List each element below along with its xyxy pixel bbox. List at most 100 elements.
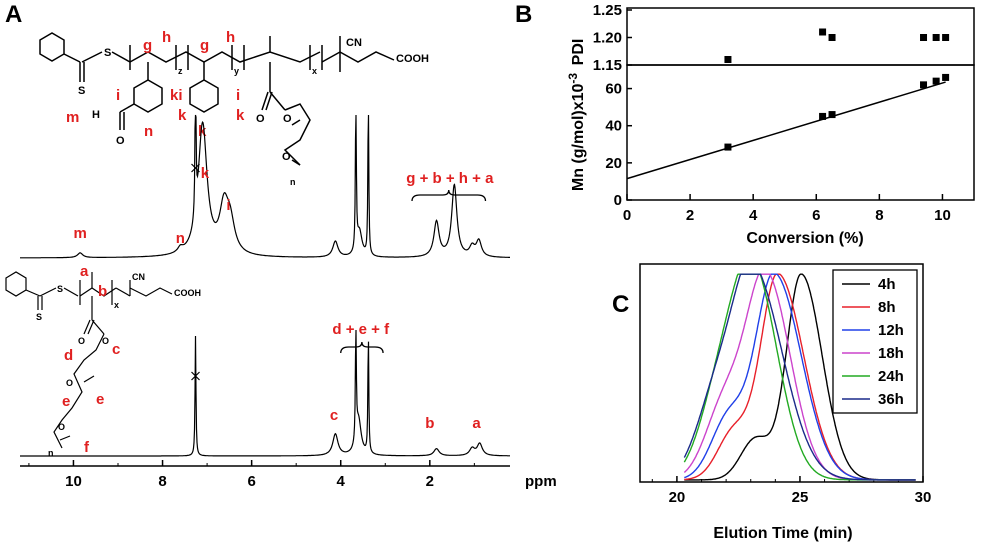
pdi-y-ticks: 1.15 1.20 1.25 (593, 2, 632, 74)
top-struct-o3: O (283, 113, 292, 125)
bottom-structure-letters: a b c d e e f (62, 263, 120, 456)
top-phenyl-ring-2 (133, 79, 163, 113)
bottom-struct-letter-a: a (80, 263, 89, 280)
bottom-struct-o1: O (78, 336, 85, 346)
ppm-tick-label: 2 (426, 473, 434, 490)
legend-entry: 12h (878, 322, 904, 339)
peak-label-top: g + b + h + a (406, 170, 494, 187)
mn-y-ticks: 0 20 40 60 (605, 81, 632, 209)
mn-point (942, 73, 950, 81)
peak-bracket (340, 341, 384, 354)
top-struct-z: z (178, 66, 183, 76)
conversion-x-tick-label: 6 (812, 207, 820, 224)
conversion-x-ticks: 0 2 4 6 8 10 (623, 194, 951, 224)
legend-entry: 18h (878, 345, 904, 362)
mn-points (724, 73, 950, 151)
pdi-point (724, 56, 732, 63)
pdi-point (920, 34, 928, 41)
top-struct-letter-k2: k (236, 107, 245, 124)
legend-entry: 36h (878, 391, 904, 408)
spectrum-bottom (20, 329, 510, 457)
top-struct-cn: CN (346, 37, 362, 49)
nmr-panel: S S z y x CN COOH H O O O O n g h g h i … (5, 29, 557, 490)
spectrum-top (20, 114, 510, 259)
conversion-x-tick-label: 10 (934, 207, 951, 224)
pdi-y-tick-label: 1.20 (593, 30, 622, 47)
top-struct-o1: O (116, 135, 125, 147)
ppm-tick-label: 10 (65, 473, 82, 490)
mn-fit-line (626, 81, 946, 180)
top-struct-x: x (312, 66, 317, 76)
legend-entry: 24h (878, 368, 904, 385)
bottom-struct-o4: O (58, 422, 65, 432)
bottom-struct-letter-c: c (112, 341, 120, 358)
top-phenyl-ring-3 (189, 79, 219, 113)
bottom-struct-s1: S (57, 284, 63, 294)
top-struct-letter-k3: k (198, 123, 207, 140)
pdi-point (942, 34, 950, 41)
peak-label-bottom: a (472, 415, 481, 432)
bottom-struct-letter-b: b (98, 283, 107, 300)
top-struct-s1: S (104, 47, 111, 59)
bottom-structure-text: S S x CN COOH O O O O n (36, 272, 201, 458)
bottom-struct-s2: S (36, 312, 42, 322)
peak-label-top: k (201, 165, 210, 182)
panel-label-c: C (612, 291, 629, 318)
mn-axis-label-main: Mn (g/mol)x10 (570, 83, 587, 191)
ppm-axis-label: ppm (525, 473, 557, 490)
top-structure-text: S S z y x CN COOH H O O O O n (78, 37, 429, 187)
pdi-y-tick-label: 1.25 (593, 2, 622, 19)
pdi-point (932, 34, 940, 41)
peak-bracket (411, 189, 487, 202)
conversion-x-tick-label: 4 (749, 207, 758, 224)
mn-point (920, 81, 928, 89)
ppm-tick-label: 4 (337, 473, 346, 490)
bottom-struct-cn: CN (132, 272, 145, 282)
top-struct-s2: S (78, 85, 85, 97)
top-struct-letter-i2: i (236, 87, 240, 104)
bottom-struct-letter-e2: e (62, 393, 70, 410)
top-struct-cooh: COOH (396, 53, 429, 65)
top-phenyl-ring-1 (39, 32, 65, 62)
mn-y-tick-label: 60 (605, 81, 622, 98)
cross-mark (191, 371, 200, 381)
peak-label-top: i (226, 197, 230, 214)
bottom-phenyl-ring (5, 271, 27, 297)
top-struct-letter-h1: h (162, 29, 171, 46)
bottom-struct-x: x (114, 300, 119, 310)
mn-point (828, 111, 836, 119)
pdi-point (828, 34, 836, 41)
top-struct-y: y (234, 66, 239, 76)
bottom-struct-o2: O (102, 336, 109, 346)
mn-y-tick-label: 40 (605, 118, 622, 135)
mn-axis-label-exponent: -3 (566, 73, 580, 84)
pdi-point (819, 28, 827, 36)
top-struct-o4: O (282, 151, 291, 163)
top-struct-letter-h2: h (226, 29, 235, 46)
solvent-cross-marks (191, 163, 200, 381)
conversion-x-tick-label: 2 (686, 207, 694, 224)
top-struct-letter-n: n (144, 123, 153, 140)
bottom-struct-letter-e1: e (96, 391, 104, 408)
bottom-struct-letter-f: f (84, 439, 90, 456)
top-struct-h: H (92, 109, 100, 121)
sec-plot-frame (639, 263, 924, 483)
top-struct-letter-m: m (66, 109, 79, 126)
top-struct-letter-g1: g (143, 37, 152, 54)
conversion-x-tick-label: 0 (623, 207, 631, 224)
pdi-axis-label: PDI (570, 39, 587, 66)
ppm-axis-ticks: 10 8 6 4 2 (28, 460, 475, 490)
cross-mark (191, 163, 200, 173)
peak-label-bottom: b (425, 415, 434, 432)
bottom-polymer-structure (5, 271, 173, 449)
peak-label-top: n (176, 230, 185, 247)
elution-x-tick-label: 30 (915, 489, 932, 506)
peak-label-top: m (73, 225, 86, 242)
conversion-panel: 1.15 1.20 1.25 0 20 40 60 0 2 4 6 8 10 PDI Mn (g/m… (566, 2, 975, 247)
mn-point (932, 77, 940, 85)
peak-brackets (340, 189, 487, 354)
conversion-x-tick-label: 8 (875, 207, 883, 224)
legend-box (832, 269, 918, 414)
